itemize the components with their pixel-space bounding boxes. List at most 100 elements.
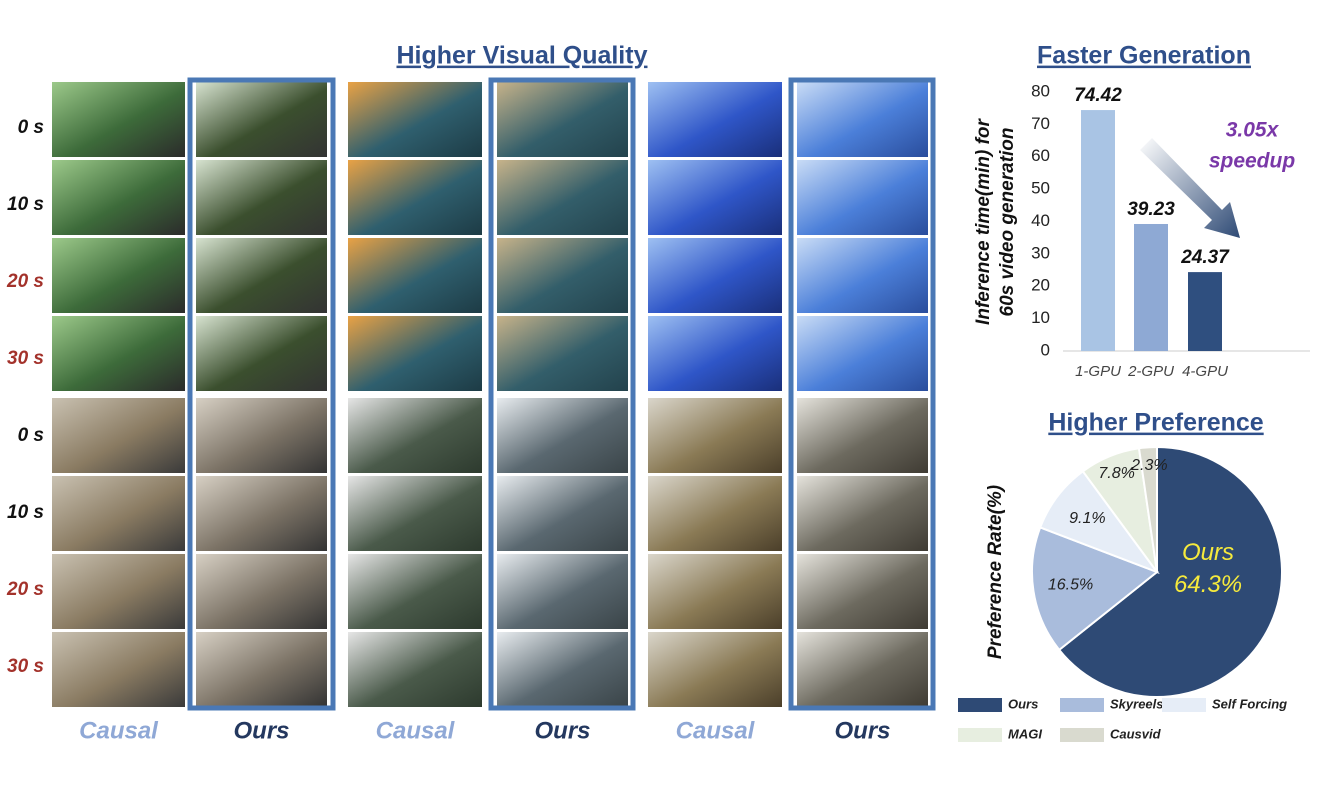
- video-frame: [648, 554, 782, 629]
- time-label: 10 s: [7, 194, 44, 215]
- video-frame: [196, 554, 327, 629]
- video-frame: [497, 398, 628, 473]
- value-label: 24.37: [1180, 247, 1230, 268]
- time-label: 30 s: [7, 656, 44, 677]
- video-frame: [348, 160, 482, 235]
- bar: [1188, 272, 1222, 351]
- video-frame: [196, 316, 327, 391]
- legend-swatch: [1060, 698, 1104, 712]
- column-label: Causal: [376, 717, 456, 744]
- video-frame: [196, 476, 327, 551]
- x-tick-label: 4-GPU: [1182, 363, 1228, 380]
- video-frame: [348, 316, 482, 391]
- grid-title: Higher Visual Quality: [396, 42, 647, 70]
- ours-frame-border: [488, 77, 636, 711]
- video-frame: [196, 632, 327, 707]
- pie-slice: [1137, 445, 1158, 573]
- video-frame: [52, 398, 185, 473]
- y-tick-label: 70: [1031, 114, 1050, 133]
- video-frame: [52, 160, 185, 235]
- video-frame: [348, 398, 482, 473]
- value-label: 7.8%: [1098, 465, 1134, 482]
- time-label: 10 s: [7, 502, 44, 523]
- pie-slice: [1031, 526, 1159, 652]
- y-tick-label: 0: [1041, 340, 1050, 359]
- pie-slice: [1057, 445, 1283, 698]
- column-label: Causal: [79, 717, 159, 744]
- y-axis-label: 60s video generation: [997, 127, 1018, 316]
- column-label: Causal: [676, 717, 756, 744]
- y-tick-label: 40: [1031, 211, 1050, 230]
- y-tick-label: 10: [1031, 308, 1050, 327]
- video-frame: [797, 316, 928, 391]
- video-frame: [648, 316, 782, 391]
- value-label: 74.42: [1074, 85, 1122, 106]
- legend-label: Self Forcing: [1212, 696, 1287, 711]
- video-frame: [52, 476, 185, 551]
- video-frame: [52, 316, 185, 391]
- video-frame: [52, 632, 185, 707]
- video-frame: [348, 632, 482, 707]
- time-label: 0 s: [18, 117, 44, 138]
- video-frame: [797, 160, 928, 235]
- bar: [1081, 110, 1115, 351]
- y-tick-label: 20: [1031, 276, 1050, 295]
- video-frame: [648, 398, 782, 473]
- legend-swatch: [958, 698, 1002, 712]
- video-frame: [797, 398, 928, 473]
- bar: [1134, 223, 1168, 351]
- video-frame: [52, 238, 185, 313]
- value-label: 9.1%: [1069, 510, 1105, 527]
- video-frame: [497, 632, 628, 707]
- video-frame: [497, 316, 628, 391]
- legend-swatch: [1060, 728, 1104, 742]
- value-label: 2.3%: [1130, 457, 1167, 474]
- video-frame: [497, 554, 628, 629]
- video-frame: [497, 238, 628, 313]
- y-tick-label: 30: [1031, 243, 1050, 262]
- legend-swatch: [1162, 698, 1206, 712]
- video-frame: [348, 554, 482, 629]
- y-tick-label: 60: [1031, 146, 1050, 165]
- legend-label: Ours: [1008, 696, 1038, 711]
- x-tick-label: 1-GPU: [1075, 363, 1121, 380]
- video-frame: [196, 398, 327, 473]
- time-label: 30 s: [7, 348, 44, 369]
- chart-title: Higher Preference: [1048, 409, 1263, 437]
- video-frame: [196, 238, 327, 313]
- video-frame: [648, 238, 782, 313]
- annotation: 3.05x: [1226, 119, 1280, 142]
- x-tick-label: 2-GPU: [1127, 363, 1174, 380]
- video-frame: [797, 632, 928, 707]
- y-tick-label: 80: [1031, 81, 1050, 100]
- time-label: 20 s: [6, 271, 44, 292]
- speedup-arrow: [1140, 138, 1240, 238]
- column-label: Ours: [233, 717, 289, 744]
- y-axis-label: Preference Rate(%): [985, 485, 1006, 659]
- video-frame: [348, 82, 482, 157]
- video-frame: [196, 160, 327, 235]
- video-frame: [648, 82, 782, 157]
- time-label: 0 s: [18, 425, 44, 446]
- legend-label: MAGI: [1008, 726, 1042, 741]
- value-label: 39.23: [1127, 199, 1175, 220]
- video-frame: [348, 238, 482, 313]
- value-label: 64.3%: [1174, 571, 1242, 598]
- video-frame: [52, 554, 185, 629]
- time-label: 20 s: [6, 579, 44, 600]
- video-frame: [797, 476, 928, 551]
- legend-swatch: [958, 728, 1002, 742]
- video-frame: [648, 160, 782, 235]
- y-axis-label: Inference time(min) for: [973, 117, 994, 324]
- video-frame: [648, 632, 782, 707]
- chart-title: Faster Generation: [1037, 42, 1251, 70]
- ours-frame-border: [788, 77, 936, 711]
- video-frame: [497, 476, 628, 551]
- ours-frame-border: [187, 77, 336, 711]
- video-frame: [648, 476, 782, 551]
- column-label: Ours: [834, 717, 890, 744]
- value-label: 16.5%: [1048, 577, 1093, 594]
- legend-label: Causvid: [1110, 726, 1162, 741]
- video-frame: [497, 82, 628, 157]
